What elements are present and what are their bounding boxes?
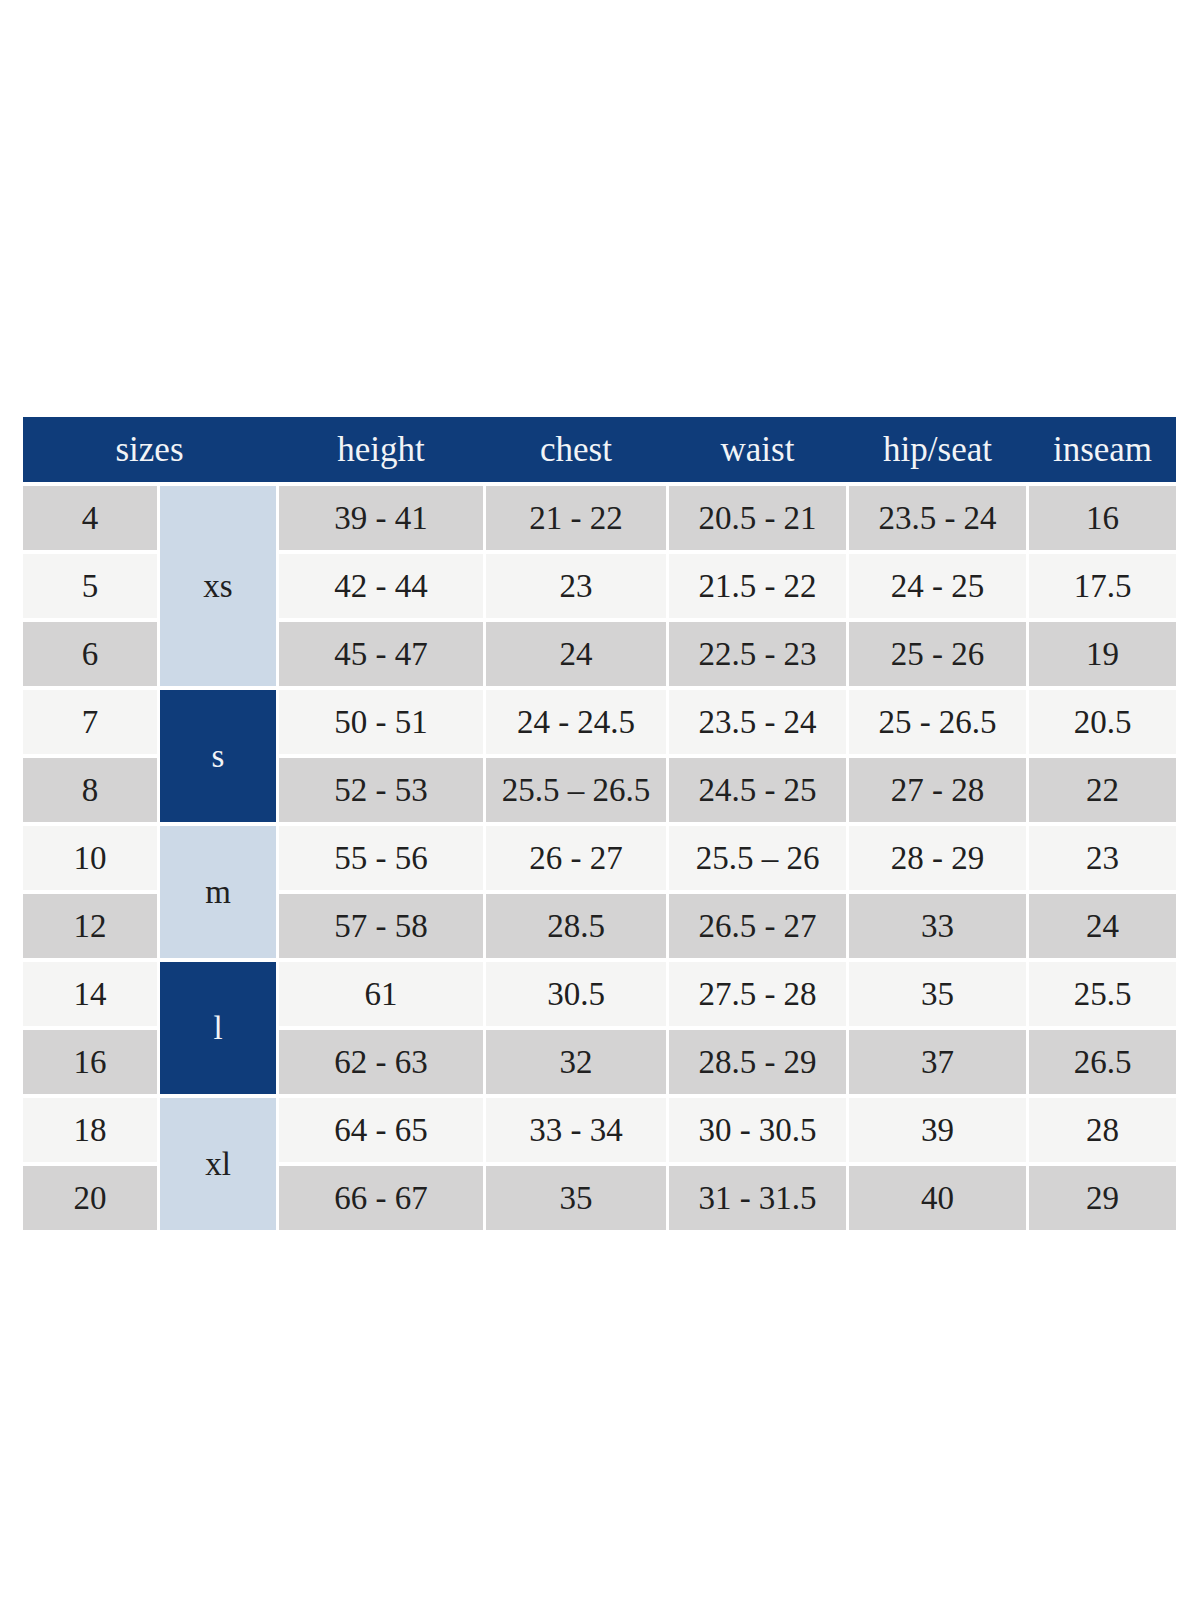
chest-cell: 24 - 24.5 [486,690,666,754]
column-header-sizes: sizes [23,430,276,470]
chest-cell: 23 [486,554,666,618]
chest-cell: 21 - 22 [486,486,666,550]
waist-cell: 24.5 - 25 [669,758,846,822]
size-cell: 10 [23,826,157,890]
waist-cell: 23.5 - 24 [669,690,846,754]
chest-cell: 26 - 27 [486,826,666,890]
chest-cell: 33 - 34 [486,1098,666,1162]
page: { "colors": { "header_bg": "#0f3c7a", "h… [0,0,1200,1600]
column-header-chest: chest [486,430,666,470]
size-cell: 7 [23,690,157,754]
height-cell: 52 - 53 [279,758,483,822]
hip-seat-cell: 27 - 28 [849,758,1026,822]
waist-cell: 21.5 - 22 [669,554,846,618]
column-header-inseam: inseam [1029,430,1176,470]
size-chart-table: sizes height chest waist hip/seat inseam… [23,417,1176,1230]
inseam-cell: 28 [1029,1098,1176,1162]
hip-seat-cell: 25 - 26.5 [849,690,1026,754]
waist-cell: 27.5 - 28 [669,962,846,1026]
size-cell: 8 [23,758,157,822]
hip-seat-cell: 37 [849,1030,1026,1094]
inseam-cell: 16 [1029,486,1176,550]
size-group-cell-m: m [160,826,276,958]
height-cell: 64 - 65 [279,1098,483,1162]
size-cell: 5 [23,554,157,618]
chest-cell: 28.5 [486,894,666,958]
size-group-cell-l: l [160,962,276,1094]
chest-cell: 35 [486,1166,666,1230]
hip-seat-cell: 33 [849,894,1026,958]
size-cell: 16 [23,1030,157,1094]
size-cell: 20 [23,1166,157,1230]
size-cell: 6 [23,622,157,686]
inseam-cell: 20.5 [1029,690,1176,754]
hip-seat-cell: 23.5 - 24 [849,486,1026,550]
column-header-height: height [279,430,483,470]
hip-seat-cell: 35 [849,962,1026,1026]
inseam-cell: 22 [1029,758,1176,822]
table-header-row: sizes height chest waist hip/seat inseam [23,417,1176,482]
chest-cell: 24 [486,622,666,686]
hip-seat-cell: 28 - 29 [849,826,1026,890]
height-cell: 61 [279,962,483,1026]
hip-seat-cell: 24 - 25 [849,554,1026,618]
hip-seat-cell: 39 [849,1098,1026,1162]
column-header-waist: waist [669,430,846,470]
waist-cell: 25.5 – 26 [669,826,846,890]
height-cell: 62 - 63 [279,1030,483,1094]
hip-seat-cell: 25 - 26 [849,622,1026,686]
height-cell: 42 - 44 [279,554,483,618]
chest-cell: 30.5 [486,962,666,1026]
inseam-cell: 17.5 [1029,554,1176,618]
height-cell: 55 - 56 [279,826,483,890]
size-group-cell-xl: xl [160,1098,276,1230]
inseam-cell: 26.5 [1029,1030,1176,1094]
inseam-cell: 29 [1029,1166,1176,1230]
column-header-hip-seat: hip/seat [849,430,1026,470]
size-cell: 4 [23,486,157,550]
waist-cell: 20.5 - 21 [669,486,846,550]
height-cell: 39 - 41 [279,486,483,550]
waist-cell: 30 - 30.5 [669,1098,846,1162]
inseam-cell: 24 [1029,894,1176,958]
size-cell: 12 [23,894,157,958]
size-cell: 14 [23,962,157,1026]
inseam-cell: 25.5 [1029,962,1176,1026]
inseam-cell: 19 [1029,622,1176,686]
inseam-cell: 23 [1029,826,1176,890]
size-group-cell-xs: xs [160,486,276,686]
height-cell: 45 - 47 [279,622,483,686]
height-cell: 66 - 67 [279,1166,483,1230]
size-group-cell-s: s [160,690,276,822]
waist-cell: 31 - 31.5 [669,1166,846,1230]
waist-cell: 28.5 - 29 [669,1030,846,1094]
waist-cell: 26.5 - 27 [669,894,846,958]
height-cell: 50 - 51 [279,690,483,754]
chest-cell: 25.5 – 26.5 [486,758,666,822]
height-cell: 57 - 58 [279,894,483,958]
waist-cell: 22.5 - 23 [669,622,846,686]
chest-cell: 32 [486,1030,666,1094]
size-cell: 18 [23,1098,157,1162]
hip-seat-cell: 40 [849,1166,1026,1230]
